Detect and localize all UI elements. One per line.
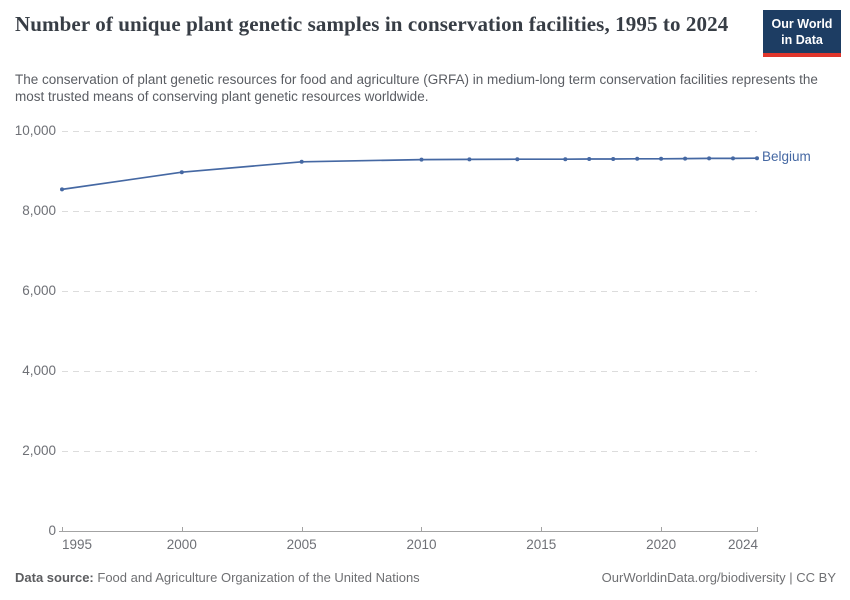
data-point: [563, 157, 568, 162]
series-entity-label[interactable]: Belgium: [762, 149, 811, 165]
chart-footer: Data source: Food and Agriculture Organi…: [15, 570, 836, 585]
data-point: [587, 157, 592, 161]
chart-subtitle: The conservation of plant genetic resour…: [15, 72, 818, 104]
data-point: [299, 159, 304, 164]
data-source-note: Data source: Food and Agriculture Organi…: [15, 570, 420, 585]
data-point: [60, 187, 64, 192]
data-point: [419, 157, 424, 162]
data-point: [635, 156, 640, 161]
data-point: [515, 157, 520, 162]
owid-logo-line2: in Data: [781, 33, 823, 47]
chart-title: Number of unique plant genetic samples i…: [15, 12, 729, 36]
owid-logo[interactable]: Our World in Data: [763, 10, 841, 57]
owid-logo-line1: Our World: [771, 17, 833, 31]
data-point: [467, 157, 472, 162]
data-point: [659, 156, 664, 161]
data-point: [755, 156, 759, 161]
series-line: [61, 157, 758, 191]
data-point: [611, 157, 616, 161]
data-point: [707, 156, 712, 161]
data-point: [179, 170, 184, 175]
data-source-text: Food and Agriculture Organization of the…: [97, 570, 420, 585]
data-point: [683, 156, 688, 161]
data-point: [731, 156, 735, 161]
data-source-label: Data source:: [15, 570, 94, 585]
credit-link[interactable]: OurWorldinData.org/biodiversity | CC BY: [601, 570, 836, 585]
